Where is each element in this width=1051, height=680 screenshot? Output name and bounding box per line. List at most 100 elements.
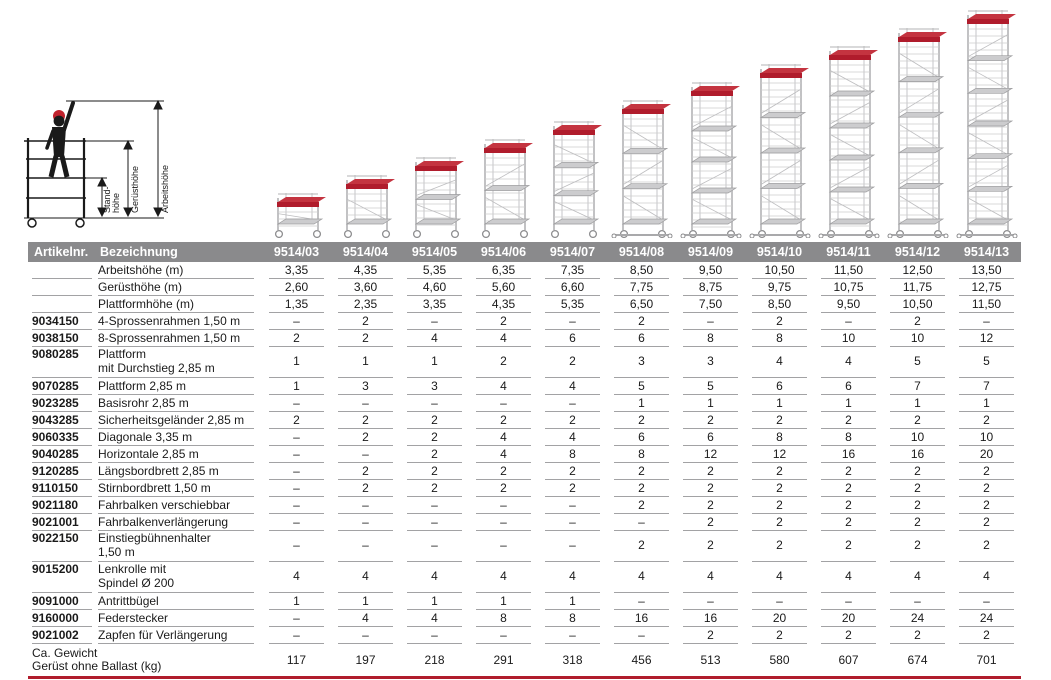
value-cell: 2 bbox=[821, 412, 876, 429]
value-cell: – bbox=[407, 313, 462, 330]
value-cell: 2 bbox=[890, 627, 945, 644]
value-cell: 2 bbox=[614, 313, 669, 330]
value-cell: 2 bbox=[338, 412, 393, 429]
column-header-model: 9514/07 bbox=[549, 245, 596, 259]
scaffold-tower-illustration bbox=[887, 28, 948, 238]
scaffold-tower-illustration bbox=[818, 46, 879, 238]
value-cell: 2 bbox=[476, 313, 531, 330]
tower-slot bbox=[952, 8, 1021, 238]
value-cell: 2 bbox=[752, 531, 807, 562]
value-cell: 2 bbox=[959, 531, 1014, 562]
artikelnr-cell: 9043285 bbox=[32, 412, 92, 429]
value-cell: 2 bbox=[959, 497, 1014, 514]
weight-value-cell: 117 bbox=[286, 653, 307, 667]
value-cell: – bbox=[269, 514, 324, 531]
tower-slot bbox=[538, 119, 607, 238]
scaffold-tower-illustration bbox=[749, 64, 810, 238]
value-cell: – bbox=[959, 593, 1014, 610]
column-header-model: 9514/04 bbox=[342, 245, 389, 259]
value-cell: 2,35 bbox=[338, 296, 393, 313]
value-cell: 2 bbox=[890, 313, 945, 330]
value-cell: – bbox=[959, 313, 1014, 330]
artikelnr-cell: 9160000 bbox=[32, 610, 92, 627]
weight-label: Ca. Gewicht Gerüst ohne Ballast (kg) bbox=[32, 645, 162, 673]
value-cell: 10 bbox=[890, 429, 945, 446]
scaffold-tower-illustration bbox=[343, 175, 395, 238]
value-cell: 8 bbox=[821, 429, 876, 446]
value-cell: 2 bbox=[338, 330, 393, 347]
weight-value-cell: 218 bbox=[424, 653, 445, 667]
value-cell: 16 bbox=[821, 446, 876, 463]
bezeichnung-cell: 8-Sprossenrahmen 1,50 m bbox=[98, 330, 254, 347]
value-cell: 4,35 bbox=[476, 296, 531, 313]
value-cell: 2 bbox=[890, 480, 945, 497]
value-cell: 13,50 bbox=[959, 262, 1014, 279]
value-cell: 2 bbox=[614, 463, 669, 480]
bezeichnung-cell: Antrittbügel bbox=[98, 593, 254, 610]
value-cell: 2 bbox=[890, 463, 945, 480]
bezeichnung-cell: 4-Sprossenrahmen 1,50 m bbox=[98, 313, 254, 330]
value-cell: 2 bbox=[476, 347, 531, 378]
stand-hoehe-label: Stand- bbox=[102, 186, 112, 213]
value-cell: 20 bbox=[959, 446, 1014, 463]
value-cell: 7 bbox=[959, 378, 1014, 395]
tower-slot bbox=[607, 98, 676, 238]
tower-slot bbox=[400, 155, 469, 238]
column-header-model: 9514/09 bbox=[687, 245, 734, 259]
value-cell: 4 bbox=[959, 562, 1014, 593]
value-cell: 2 bbox=[890, 412, 945, 429]
value-cell: 2 bbox=[959, 412, 1014, 429]
value-cell: 4 bbox=[890, 562, 945, 593]
value-cell: 1 bbox=[338, 593, 393, 610]
value-cell: 4 bbox=[338, 562, 393, 593]
value-cell: 24 bbox=[959, 610, 1014, 627]
bezeichnung-cell: Fahrbalkenverlängerung bbox=[98, 514, 254, 531]
value-cell: 2 bbox=[338, 429, 393, 446]
value-cell: 6 bbox=[614, 330, 669, 347]
value-cell: 1 bbox=[614, 395, 669, 412]
value-cell: 11,75 bbox=[890, 279, 945, 296]
value-cell: 4 bbox=[683, 562, 738, 593]
tower-slot bbox=[814, 44, 883, 238]
value-cell: 12 bbox=[683, 446, 738, 463]
tower-slot bbox=[676, 80, 745, 238]
value-cell: – bbox=[269, 395, 324, 412]
value-cell: 5,35 bbox=[407, 262, 462, 279]
scaffold-tower-illustration bbox=[680, 82, 741, 238]
value-cell: 2 bbox=[959, 463, 1014, 480]
bezeichnung-cell: Längsbordbrett 2,85 m bbox=[98, 463, 254, 480]
geruesthoehe-label: Gerüsthöhe bbox=[130, 166, 140, 213]
value-cell: 11,50 bbox=[821, 262, 876, 279]
value-cell: 2 bbox=[476, 480, 531, 497]
column-header-model: 9514/12 bbox=[894, 245, 941, 259]
value-cell: 2 bbox=[545, 463, 600, 480]
value-cell: 1 bbox=[545, 593, 600, 610]
value-cell: 2 bbox=[338, 313, 393, 330]
value-cell: 10 bbox=[959, 429, 1014, 446]
value-cell: – bbox=[338, 531, 393, 562]
value-cell: 1,35 bbox=[269, 296, 324, 313]
value-cell: 2 bbox=[545, 480, 600, 497]
table-row: 9160000 Federstecker –4 4 8 8 16 16 20 20 24 24 bbox=[28, 610, 1021, 627]
value-cell: 4 bbox=[476, 378, 531, 395]
value-cell: 3,35 bbox=[407, 296, 462, 313]
table-row: Gerüsthöhe (m) 2,60 3,60 4,60 5,60 6,60 7,75 8,… bbox=[28, 279, 1021, 296]
value-cell: 2 bbox=[821, 480, 876, 497]
value-cell: 5 bbox=[890, 347, 945, 378]
value-cell: 2 bbox=[545, 412, 600, 429]
value-cell: 2 bbox=[407, 429, 462, 446]
value-cell: 2 bbox=[614, 497, 669, 514]
value-cell: 2 bbox=[959, 514, 1014, 531]
value-cell: 8,50 bbox=[752, 296, 807, 313]
table-row: 9021002 Zapfen für Verlängerung – – – – – –2 2 2 2… bbox=[28, 627, 1021, 644]
value-cell: 2 bbox=[959, 627, 1014, 644]
value-cell: 8 bbox=[476, 610, 531, 627]
weight-value-cell: 674 bbox=[907, 653, 928, 667]
value-cell: 10,50 bbox=[752, 262, 807, 279]
column-header-model: 9514/10 bbox=[756, 245, 803, 259]
value-cell: 4 bbox=[545, 562, 600, 593]
value-cell: 10 bbox=[890, 330, 945, 347]
value-cell: 2 bbox=[476, 463, 531, 480]
value-cell: 4 bbox=[407, 610, 462, 627]
